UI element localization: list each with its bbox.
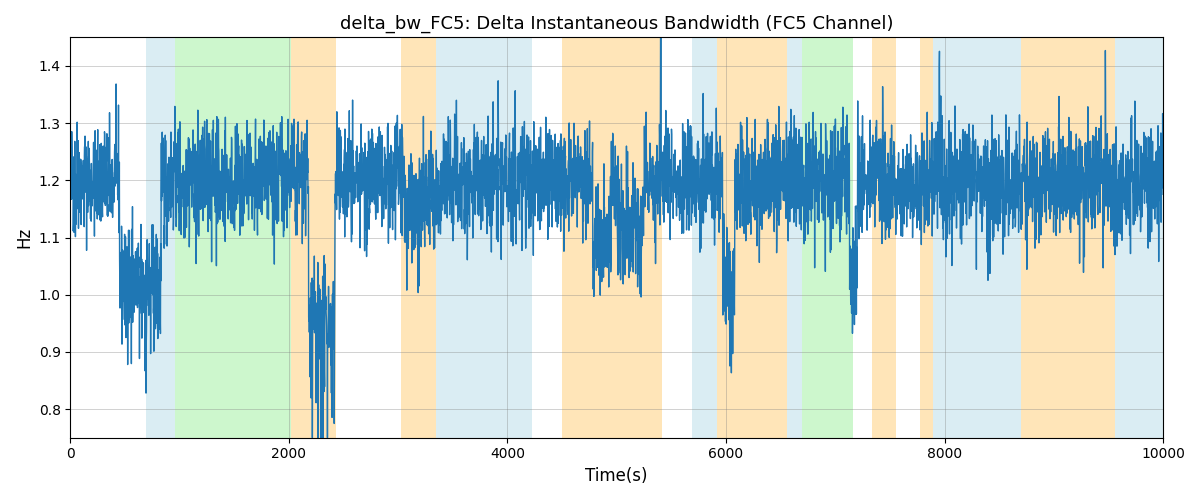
Bar — [692, 38, 718, 438]
Bar — [787, 38, 803, 438]
Bar — [292, 38, 336, 438]
Bar — [932, 38, 1021, 438]
Title: delta_bw_FC5: Delta Instantaneous Bandwidth (FC5 Channel): delta_bw_FC5: Delta Instantaneous Bandwi… — [340, 15, 894, 34]
Bar — [1115, 38, 1163, 438]
Bar — [175, 38, 292, 438]
Bar — [401, 38, 437, 438]
X-axis label: Time(s): Time(s) — [586, 467, 648, 485]
Bar — [437, 38, 532, 438]
Y-axis label: Hz: Hz — [14, 227, 32, 248]
Bar — [1021, 38, 1115, 438]
Bar — [803, 38, 853, 438]
Bar — [872, 38, 896, 438]
Bar — [562, 38, 661, 438]
Bar — [920, 38, 932, 438]
Bar — [145, 38, 175, 438]
Bar — [718, 38, 787, 438]
